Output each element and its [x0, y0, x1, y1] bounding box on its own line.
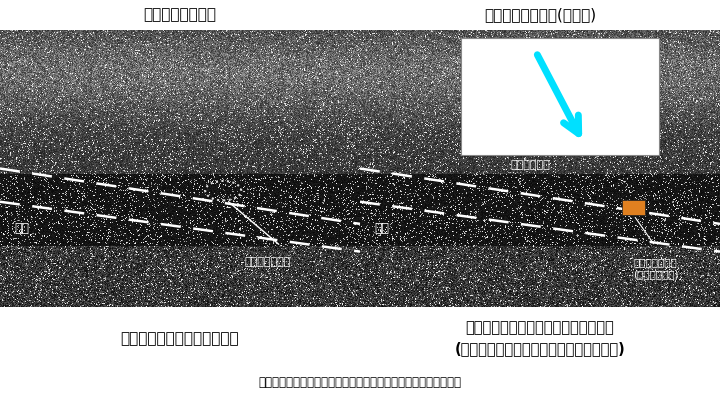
Text: 血管: 血管 [374, 222, 390, 235]
Text: 超音波発信機あり(本技術): 超音波発信機あり(本技術) [484, 8, 596, 23]
Bar [622, 200, 645, 215]
Text: カテーテルを右側から挿入、エコー画像は研究用実験装置で撮影: カテーテルを右側から挿入、エコー画像は研究用実験装置で撮影 [258, 376, 462, 389]
Text: 超音波発信機なし: 超音波発信機なし [143, 8, 217, 23]
Text: インジケータ: インジケータ [510, 160, 550, 170]
Bar [461, 38, 659, 155]
Text: カテーテル先端: カテーテル先端 [245, 257, 291, 267]
Text: 血管: 血管 [14, 222, 30, 235]
Text: カテーテル先端
(超音波発信機): カテーテル先端 (超音波発信機) [634, 257, 679, 279]
Text: カテーテル先端位置が不明瞭: カテーテル先端位置が不明瞭 [121, 331, 239, 346]
Text: カテーテル先端位置を色と矢印で提示
(先端がエコー画面外の場合、矢印で提示): カテーテル先端位置を色と矢印で提示 (先端がエコー画面外の場合、矢印で提示) [454, 320, 626, 357]
